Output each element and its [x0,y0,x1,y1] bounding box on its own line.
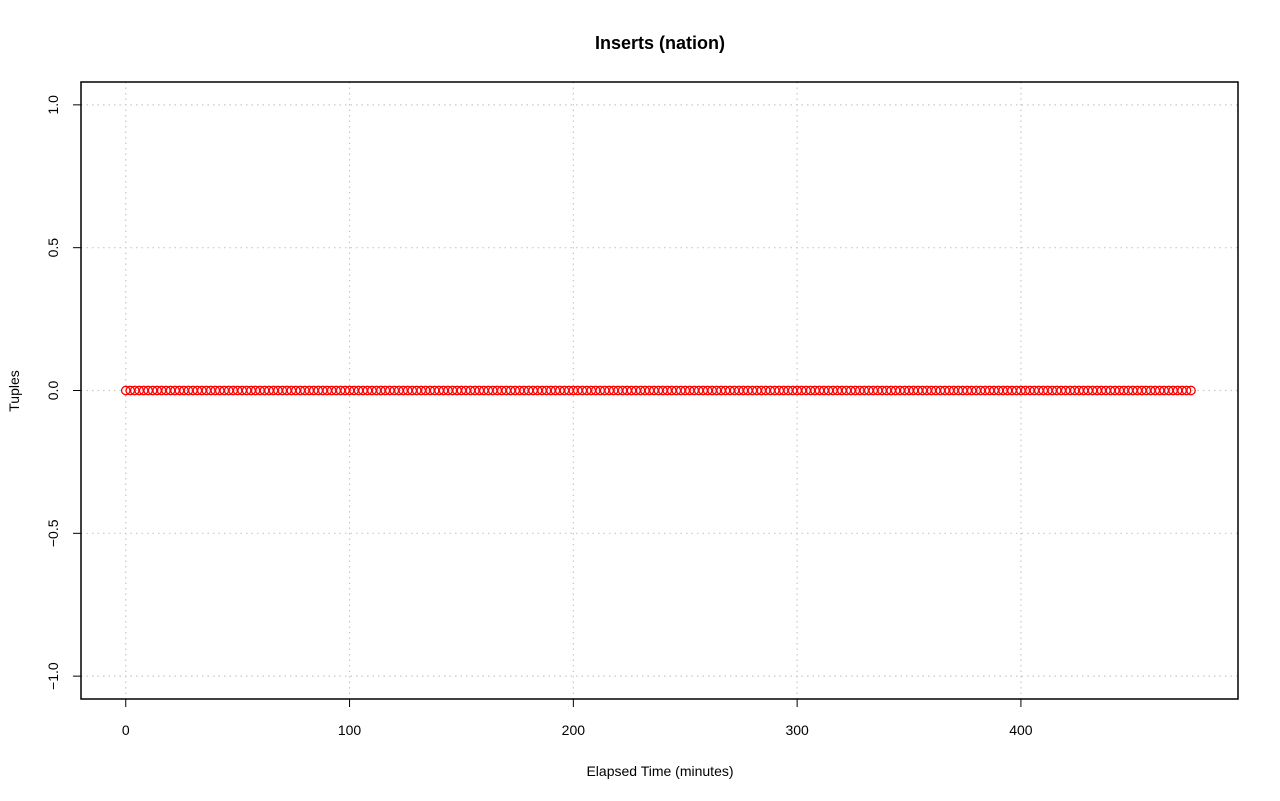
grid [81,82,1238,699]
y-tick-label-0: −1.0 [45,662,61,690]
x-tick-label-0: 0 [122,722,130,738]
y-tick-label-1: −0.5 [45,519,61,547]
y-axis: −1.0 −0.5 0.0 0.5 1.0 [45,95,81,690]
chart-title: Inserts (nation) [595,33,725,53]
x-axis-label: Elapsed Time (minutes) [586,763,733,779]
data-point [1186,385,1196,396]
x-tick-label-4: 400 [1009,722,1033,738]
y-tick-label-4: 1.0 [45,95,61,115]
y-axis-label: Tuples [6,370,22,412]
x-tick-label-2: 200 [562,722,586,738]
data-points [120,385,1196,396]
y-tick-label-3: 0.5 [45,238,61,258]
x-axis: 0 100 200 300 400 [122,698,1033,738]
y-tick-label-2: 0.0 [45,381,61,401]
data-point [1181,385,1192,396]
x-tick-label-3: 300 [785,722,809,738]
x-tick-label-1: 100 [338,722,362,738]
